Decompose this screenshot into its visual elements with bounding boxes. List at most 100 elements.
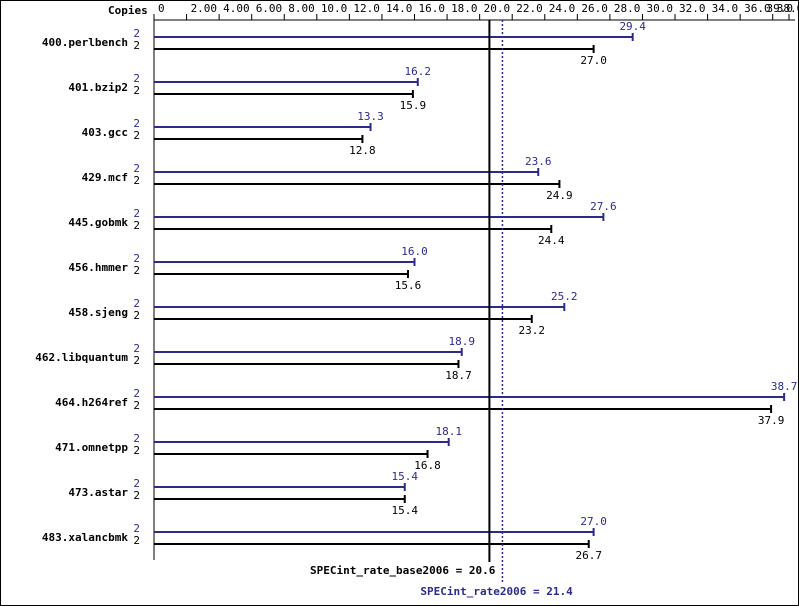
copies-label: 2 <box>133 489 140 502</box>
value-label: 24.4 <box>538 234 565 247</box>
copies-label: 2 <box>133 39 140 52</box>
x-tick-label: 8.00 <box>288 2 315 15</box>
value-label: 27.0 <box>580 515 607 528</box>
bar <box>154 405 773 413</box>
value-label: 25.2 <box>551 290 578 303</box>
x-tick-label: 36.0 <box>744 2 771 15</box>
x-tick-label: 18.0 <box>451 2 478 15</box>
category-label: 401.bzip2 <box>68 81 128 94</box>
category-label: 483.xalancbmk <box>42 531 128 544</box>
x-tick-label: 16.0 <box>419 2 446 15</box>
x-tick-label: 32.0 <box>679 2 706 15</box>
copies-label: 2 <box>133 117 140 130</box>
x-tick-label: 2.00 <box>191 2 218 15</box>
category-label: 429.mcf <box>82 171 128 184</box>
category-label: 473.astar <box>68 486 128 499</box>
value-label: 15.4 <box>391 504 418 517</box>
copies-label: 2 <box>133 84 140 97</box>
value-label: 23.2 <box>518 324 545 337</box>
x-tick-label: 34.0 <box>712 2 739 15</box>
x-tick-label: 38.0 <box>777 2 799 15</box>
bar <box>154 168 540 176</box>
value-label: 27.6 <box>590 200 617 213</box>
bar <box>154 315 533 323</box>
bar <box>154 438 450 446</box>
copies-label: 2 <box>133 162 140 175</box>
bar <box>154 180 561 188</box>
copies-label: 2 <box>133 27 140 40</box>
value-label: 18.9 <box>448 335 475 348</box>
value-label: 15.9 <box>400 99 427 112</box>
x-tick-label: 12.0 <box>353 2 380 15</box>
bar <box>154 495 406 503</box>
value-label: 24.9 <box>546 189 573 202</box>
x-tick-label: 20.0 <box>484 2 511 15</box>
bar <box>154 270 409 278</box>
bar <box>154 123 372 131</box>
copies-label: 2 <box>133 522 140 535</box>
copies-label: 2 <box>133 444 140 457</box>
value-label: 13.3 <box>357 110 384 123</box>
x-tick-label: 14.0 <box>386 2 413 15</box>
x-tick-label: 30.0 <box>646 2 673 15</box>
x-tick-label: 28.0 <box>614 2 641 15</box>
x-tick-label: 10.0 <box>321 2 348 15</box>
category-label: 400.perlbench <box>42 36 128 49</box>
value-label: 18.1 <box>435 425 462 438</box>
reference-label: SPECint_rate2006 = 21.4 <box>420 585 573 598</box>
copies-label: 2 <box>133 219 140 232</box>
copies-label: 2 <box>133 432 140 445</box>
copies-label: 2 <box>133 309 140 322</box>
x-tick-label: 39.0 <box>767 2 794 15</box>
value-label: 15.4 <box>391 470 418 483</box>
bar <box>154 258 416 266</box>
copies-label: 2 <box>133 129 140 142</box>
value-label: 29.4 <box>619 20 646 33</box>
bar <box>154 528 595 536</box>
copies-label: 2 <box>133 399 140 412</box>
copies-label: 2 <box>133 387 140 400</box>
x-tick-label: 24.0 <box>549 2 576 15</box>
copies-label: 2 <box>133 342 140 355</box>
bar <box>154 450 429 458</box>
category-label: 471.omnetpp <box>55 441 128 454</box>
x-tick-label: 22.0 <box>516 2 543 15</box>
copies-label: 2 <box>133 252 140 265</box>
copies-label: 2 <box>133 297 140 310</box>
value-label: 16.0 <box>401 245 428 258</box>
bar <box>154 360 460 368</box>
reference-label: SPECint_rate_base2006 = 20.6 <box>310 564 496 577</box>
bar <box>154 135 364 143</box>
bar <box>154 483 406 491</box>
value-label: 15.6 <box>395 279 422 292</box>
copies-label: 2 <box>133 207 140 220</box>
copies-label: 2 <box>133 477 140 490</box>
copies-label: 2 <box>133 264 140 277</box>
bar <box>154 78 419 86</box>
bar <box>154 393 786 401</box>
bar <box>154 348 463 356</box>
bar <box>154 540 590 548</box>
value-label: 26.7 <box>575 549 602 562</box>
bar <box>154 90 414 98</box>
category-label: 403.gcc <box>82 126 128 139</box>
value-label: 16.2 <box>405 65 432 78</box>
value-label: 12.8 <box>349 144 376 157</box>
bar <box>154 213 605 221</box>
value-label: 16.8 <box>414 459 441 472</box>
x-tick-label: 6.00 <box>256 2 283 15</box>
category-label: 464.h264ref <box>55 396 128 409</box>
copies-label: 2 <box>133 72 140 85</box>
value-label: 38.7 <box>771 380 798 393</box>
x-tick-label: 0 <box>158 2 165 15</box>
bar <box>154 33 634 41</box>
category-label: 462.libquantum <box>35 351 128 364</box>
copies-label: 2 <box>133 534 140 547</box>
bar <box>154 225 553 233</box>
x-tick-label: 26.0 <box>581 2 608 15</box>
bar <box>154 45 595 53</box>
category-label: 458.sjeng <box>68 306 128 319</box>
